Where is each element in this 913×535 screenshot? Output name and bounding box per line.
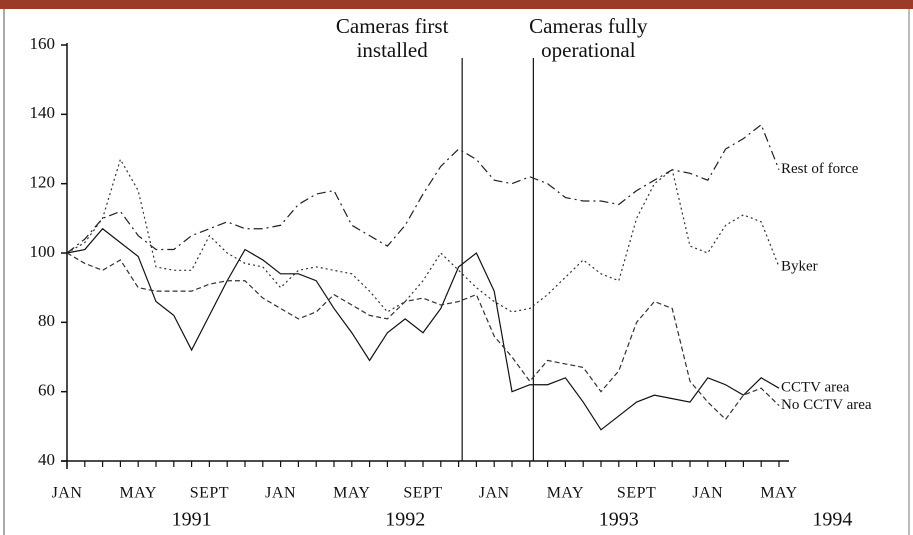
annotation: Cameras first [336, 14, 449, 38]
y-tick-label: 100 [30, 242, 56, 261]
series-label: Byker [781, 258, 818, 274]
series-line [66, 227, 780, 431]
x-tick-label: JAN [52, 485, 83, 502]
series-line [66, 157, 780, 313]
x-tick-label: JAN [265, 485, 296, 502]
annotation: installed [357, 38, 429, 62]
y-tick-label: 80 [38, 311, 55, 330]
x-tick-label: JAN [479, 485, 510, 502]
x-tick-label: MAY [760, 485, 797, 502]
y-tick-label: 140 [30, 103, 56, 122]
y-tick-label: 120 [30, 173, 56, 192]
series-line [66, 252, 780, 421]
x-tick-label: SEPT [403, 485, 442, 502]
series-label: No CCTV area [781, 397, 872, 413]
x-tick-label: MAY [120, 485, 157, 502]
x-tick-label: SEPT [617, 485, 656, 502]
x-tick-label: JAN [692, 485, 723, 502]
year-label: 1993 [599, 509, 639, 531]
y-tick-label: 40 [38, 450, 55, 469]
y-tick-label: 160 [30, 34, 56, 53]
x-tick-label: MAY [333, 485, 370, 502]
annotation: Cameras fully [529, 14, 648, 38]
y-tick-label: 60 [38, 381, 55, 400]
top-band [0, 0, 913, 9]
annotation: operational [541, 38, 636, 62]
x-tick-label: SEPT [190, 485, 229, 502]
series-line [66, 123, 780, 254]
year-label: 1994 [812, 509, 852, 531]
year-label: 1991 [172, 509, 212, 531]
series-label: CCTV area [781, 380, 850, 396]
series-label: Rest of force [781, 161, 859, 177]
year-label: 1992 [385, 509, 425, 531]
x-tick-label: MAY [547, 485, 584, 502]
